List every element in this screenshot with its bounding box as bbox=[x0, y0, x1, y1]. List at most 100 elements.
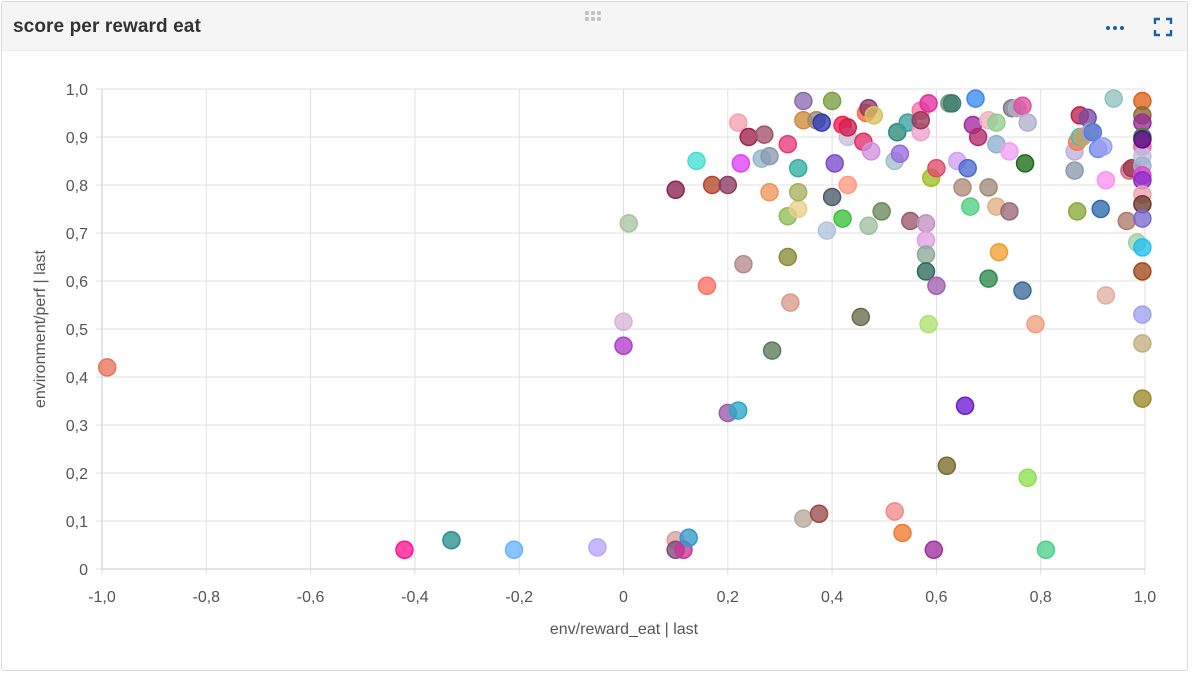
scatter-point[interactable] bbox=[937, 456, 957, 476]
scatter-point[interactable] bbox=[872, 202, 891, 221]
scatter-point[interactable] bbox=[812, 113, 831, 132]
scatter-point[interactable] bbox=[687, 151, 706, 171]
scatter-point[interactable] bbox=[1091, 199, 1110, 219]
scatter-point[interactable] bbox=[778, 247, 798, 267]
scatter-point[interactable] bbox=[614, 336, 633, 356]
scatter-point[interactable] bbox=[833, 209, 852, 228]
scatter-point[interactable] bbox=[1013, 281, 1032, 300]
scatter-point[interactable] bbox=[1026, 314, 1045, 334]
scatter-point[interactable] bbox=[755, 125, 774, 144]
scatter-point[interactable] bbox=[927, 276, 946, 296]
scatter-point[interactable] bbox=[825, 154, 844, 173]
scatter-point[interactable] bbox=[859, 216, 878, 236]
scatter-point[interactable] bbox=[788, 158, 808, 178]
scatter-point[interactable] bbox=[916, 214, 936, 233]
scatter-point[interactable] bbox=[739, 127, 758, 147]
scatter-point[interactable] bbox=[817, 221, 837, 240]
scatter-point[interactable] bbox=[822, 91, 842, 111]
scatter-point[interactable] bbox=[1015, 154, 1035, 173]
scatter-point[interactable] bbox=[1067, 202, 1087, 221]
scatter-point[interactable] bbox=[953, 178, 972, 197]
scatter-point[interactable] bbox=[987, 113, 1006, 132]
scatter-point[interactable] bbox=[1133, 305, 1152, 324]
scatter-point[interactable] bbox=[728, 401, 748, 420]
scatter-point[interactable] bbox=[1133, 389, 1152, 408]
scatter-point[interactable] bbox=[97, 358, 117, 377]
scatter-point[interactable] bbox=[916, 262, 936, 281]
drag-handle-icon[interactable] bbox=[583, 9, 605, 25]
scatter-point[interactable] bbox=[1133, 262, 1152, 281]
scatter-point[interactable] bbox=[893, 523, 912, 543]
scatter-point[interactable] bbox=[788, 199, 808, 219]
scatter-point[interactable] bbox=[919, 94, 938, 113]
scatter-point[interactable] bbox=[924, 540, 944, 560]
scatter-point[interactable] bbox=[794, 509, 813, 528]
scatter-point[interactable] bbox=[702, 175, 722, 195]
scatter-point[interactable] bbox=[781, 293, 800, 312]
scatter-point[interactable] bbox=[794, 91, 813, 111]
scatter-point[interactable] bbox=[958, 158, 977, 178]
scatter-point[interactable] bbox=[760, 182, 779, 202]
scatter-point[interactable] bbox=[861, 142, 881, 161]
scatter-point[interactable] bbox=[588, 538, 607, 557]
scatter-point[interactable] bbox=[864, 106, 884, 125]
fullscreen-button[interactable] bbox=[1152, 16, 1174, 38]
scatter-point[interactable] bbox=[942, 94, 962, 113]
scatter-point[interactable] bbox=[760, 146, 779, 166]
scatter-point[interactable] bbox=[838, 175, 857, 195]
scatter-point[interactable] bbox=[966, 89, 985, 108]
x-tick-label: 0,8 bbox=[1030, 589, 1052, 606]
scatter-point[interactable] bbox=[1133, 209, 1152, 228]
scatter-point[interactable] bbox=[728, 113, 748, 132]
more-options-button[interactable] bbox=[1102, 16, 1128, 38]
scatter-point[interactable] bbox=[1104, 89, 1123, 108]
scatter-point[interactable] bbox=[1065, 161, 1084, 180]
scatter-point[interactable] bbox=[1096, 286, 1116, 305]
scatter-point[interactable] bbox=[762, 341, 782, 360]
scatter-point[interactable] bbox=[1018, 113, 1037, 132]
scatter-point[interactable] bbox=[1094, 137, 1113, 156]
scatter-point[interactable] bbox=[955, 396, 975, 416]
scatter-point[interactable] bbox=[504, 540, 524, 560]
scatter-point[interactable] bbox=[809, 504, 829, 524]
scatter-point[interactable] bbox=[851, 307, 871, 327]
scatter-point[interactable] bbox=[885, 502, 904, 521]
scatter-point[interactable] bbox=[1013, 96, 1032, 116]
scatter-point[interactable] bbox=[1117, 211, 1136, 231]
scatter-point[interactable] bbox=[1000, 202, 1019, 221]
scatter-point[interactable] bbox=[666, 180, 685, 200]
scatter-point[interactable] bbox=[979, 269, 998, 288]
scatter-point[interactable] bbox=[1133, 334, 1152, 353]
scatter-point[interactable] bbox=[778, 134, 798, 154]
scatter-point[interactable] bbox=[718, 175, 738, 195]
scatter-point[interactable] bbox=[1018, 468, 1037, 488]
scatter-point[interactable] bbox=[614, 312, 633, 332]
scatter-point[interactable] bbox=[1036, 540, 1056, 560]
scatter-point[interactable] bbox=[979, 178, 998, 197]
scatter-point[interactable] bbox=[968, 127, 988, 147]
scatter-point[interactable] bbox=[822, 187, 842, 207]
scatter-point[interactable] bbox=[442, 530, 461, 550]
scatter-point[interactable] bbox=[679, 528, 698, 548]
scatter-point[interactable] bbox=[911, 110, 931, 130]
scatter-point[interactable] bbox=[961, 197, 980, 216]
scatter-point[interactable] bbox=[1096, 170, 1116, 190]
scatter-point[interactable] bbox=[697, 276, 717, 296]
x-tick-label: 0 bbox=[619, 589, 628, 606]
scatter-point[interactable] bbox=[919, 314, 938, 334]
scatter-point[interactable] bbox=[1083, 122, 1103, 142]
scatter-point[interactable] bbox=[1133, 130, 1152, 149]
scatter-point[interactable] bbox=[916, 245, 936, 264]
scatter-point[interactable] bbox=[890, 144, 910, 164]
scatter-point[interactable] bbox=[395, 540, 414, 560]
scatter-point[interactable] bbox=[927, 158, 946, 178]
scatter-point[interactable] bbox=[989, 242, 1009, 262]
scatter-point[interactable] bbox=[838, 118, 857, 137]
scatter-point[interactable] bbox=[731, 154, 751, 173]
scatter-point[interactable] bbox=[901, 211, 920, 231]
scatter-point[interactable] bbox=[1133, 238, 1152, 257]
scatter-point[interactable] bbox=[788, 182, 808, 202]
scatter-point[interactable] bbox=[1000, 142, 1019, 161]
scatter-point[interactable] bbox=[734, 254, 753, 274]
scatter-point[interactable] bbox=[619, 214, 638, 233]
